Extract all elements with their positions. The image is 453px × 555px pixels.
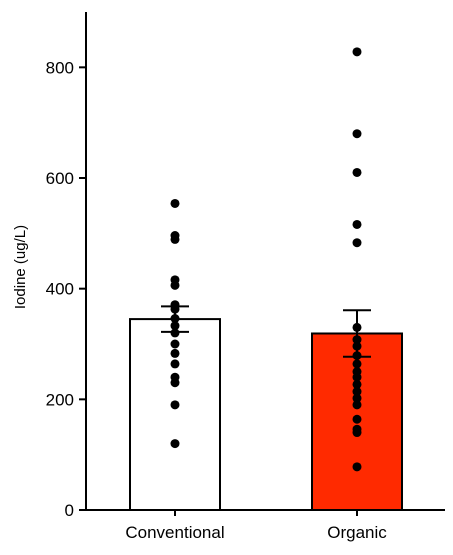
data-point xyxy=(352,335,362,345)
data-point xyxy=(170,359,180,369)
data-point xyxy=(352,322,362,332)
data-point xyxy=(352,462,362,472)
data-point xyxy=(170,198,180,208)
data-point xyxy=(352,219,362,229)
data-point xyxy=(170,304,180,314)
points-layer xyxy=(170,47,362,472)
data-point xyxy=(170,378,180,388)
data-point xyxy=(170,400,180,410)
data-point xyxy=(170,339,180,349)
data-point xyxy=(352,238,362,248)
data-point xyxy=(352,167,362,177)
y-tick-label: 600 xyxy=(46,169,74,188)
data-point xyxy=(352,372,362,382)
data-point xyxy=(352,414,362,424)
data-point xyxy=(352,129,362,139)
y-axis-title: Iodine (ug/L) xyxy=(12,225,29,309)
data-point xyxy=(170,280,180,290)
data-point xyxy=(352,400,362,410)
data-point xyxy=(170,439,180,449)
data-point xyxy=(352,387,362,397)
data-point xyxy=(170,314,180,324)
data-point xyxy=(352,47,362,57)
data-point xyxy=(352,428,362,438)
y-tick-label: 400 xyxy=(46,280,74,299)
x-tick-label: Conventional xyxy=(125,523,224,542)
data-point xyxy=(352,379,362,389)
data-point xyxy=(170,234,180,244)
data-point xyxy=(170,348,180,358)
y-tick-label: 0 xyxy=(65,501,74,520)
data-point xyxy=(170,321,180,331)
data-point xyxy=(170,328,180,338)
y-tick-label: 200 xyxy=(46,390,74,409)
data-point xyxy=(352,341,362,351)
data-point xyxy=(352,351,362,361)
data-point xyxy=(352,359,362,369)
axes-layer: Conventional Organic 0 200 400 600 800 xyxy=(46,12,445,542)
y-tick-label: 800 xyxy=(46,58,74,77)
data-point xyxy=(352,393,362,403)
x-tick-label: Organic xyxy=(327,523,387,542)
